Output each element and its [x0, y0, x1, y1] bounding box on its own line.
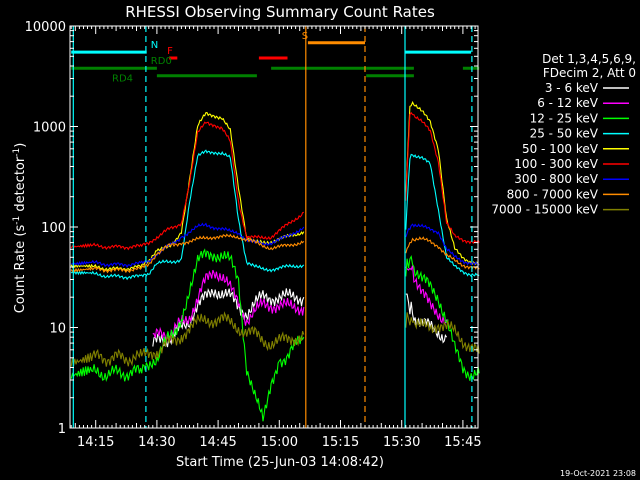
y-tick-label-10000: 10000	[25, 20, 66, 35]
series-layer	[70, 100, 480, 422]
x-axis-ticks: 14:15 14:30 14:45 15:00 15:15 15:30 15:45	[70, 26, 482, 450]
y-axis-label-sup2: -1	[12, 148, 22, 157]
chart-title: RHESSI Observing Summary Count Rates	[125, 3, 435, 21]
y-axis-label-close: )	[13, 143, 28, 148]
x-tick-label-15:30: 15:30	[383, 435, 420, 450]
legend-label-0: 3 - 6 keV	[545, 81, 599, 95]
series-line-8-1	[405, 312, 480, 354]
series-line-3-1	[405, 153, 480, 278]
y-tick-label-1000: 1000	[33, 121, 66, 136]
series-line-8-0	[70, 311, 305, 367]
x-tick-label-15:15: 15:15	[322, 435, 359, 450]
y-tick-label-1: 1	[58, 422, 66, 437]
legend: Det 1,3,4,5,6,9, FDecim 2, Att 0 3 - 6 k…	[491, 52, 636, 217]
status-layer: NF S RD0 RD4	[71, 31, 480, 85]
legend-label-8: 7000 - 15000 keV	[491, 203, 598, 217]
status-label-N: N	[151, 40, 158, 51]
y-axis-label-sup: -1	[12, 216, 22, 225]
x-tick-label-15:45: 15:45	[444, 435, 481, 450]
generation-timestamp: 19-Oct-2021 23:08	[560, 469, 636, 478]
x-tick-label-14:15: 14:15	[77, 435, 114, 450]
series-line-2-1	[405, 254, 480, 381]
y-tick-label-100: 100	[41, 221, 66, 236]
legend-label-6: 300 - 800 keV	[514, 172, 598, 186]
series-line-6-1	[405, 223, 480, 266]
legend-label-3: 25 - 50 keV	[530, 127, 599, 141]
legend-label-1: 6 - 12 keV	[537, 96, 599, 110]
status-label-S: S	[302, 31, 308, 42]
y-axis-ticks: 1 10 100 1000 10000	[25, 20, 478, 437]
x-tick-label-14:30: 14:30	[138, 435, 175, 450]
series-line-4-1	[405, 100, 480, 266]
legend-header-line-1: Det 1,3,4,5,6,9,	[542, 52, 636, 66]
series-line-3-0	[70, 149, 305, 281]
y-axis-label-rest: detector	[13, 156, 28, 216]
y-axis-label-main: Count Rate (s	[13, 225, 28, 314]
x-axis-label: Start Time (25-Jun-03 14:08:42)	[176, 455, 384, 470]
series-line-5-1	[405, 111, 480, 245]
series-line-0-0	[152, 287, 305, 348]
series-line-1-1	[405, 265, 448, 326]
legend-label-7: 800 - 7000 keV	[507, 187, 599, 201]
plot-frame	[69, 25, 479, 429]
x-tick-label-15:00: 15:00	[261, 435, 298, 450]
y-axis-label: Count Rate (s-1 detector-1)	[12, 143, 28, 314]
legend-label-5: 100 - 300 keV	[514, 157, 598, 171]
series-line-7-1	[405, 236, 480, 270]
status-label-RD0: RD0	[151, 56, 172, 67]
series-line-5-0	[70, 121, 304, 251]
legend-header-line-2: FDecim 2, Att 0	[543, 66, 636, 80]
series-line-6-0	[71, 222, 305, 268]
series-line-2-0	[70, 248, 305, 422]
series-line-1-0	[152, 269, 305, 342]
status-label-F: F	[167, 46, 173, 57]
y-tick-label-10: 10	[49, 322, 66, 337]
status-label-RD4: RD4	[112, 74, 133, 85]
series-line-7-0	[70, 233, 305, 274]
x-tick-label-14:45: 14:45	[199, 435, 236, 450]
legend-label-4: 50 - 100 keV	[522, 142, 599, 156]
legend-label-2: 12 - 25 keV	[530, 111, 599, 125]
